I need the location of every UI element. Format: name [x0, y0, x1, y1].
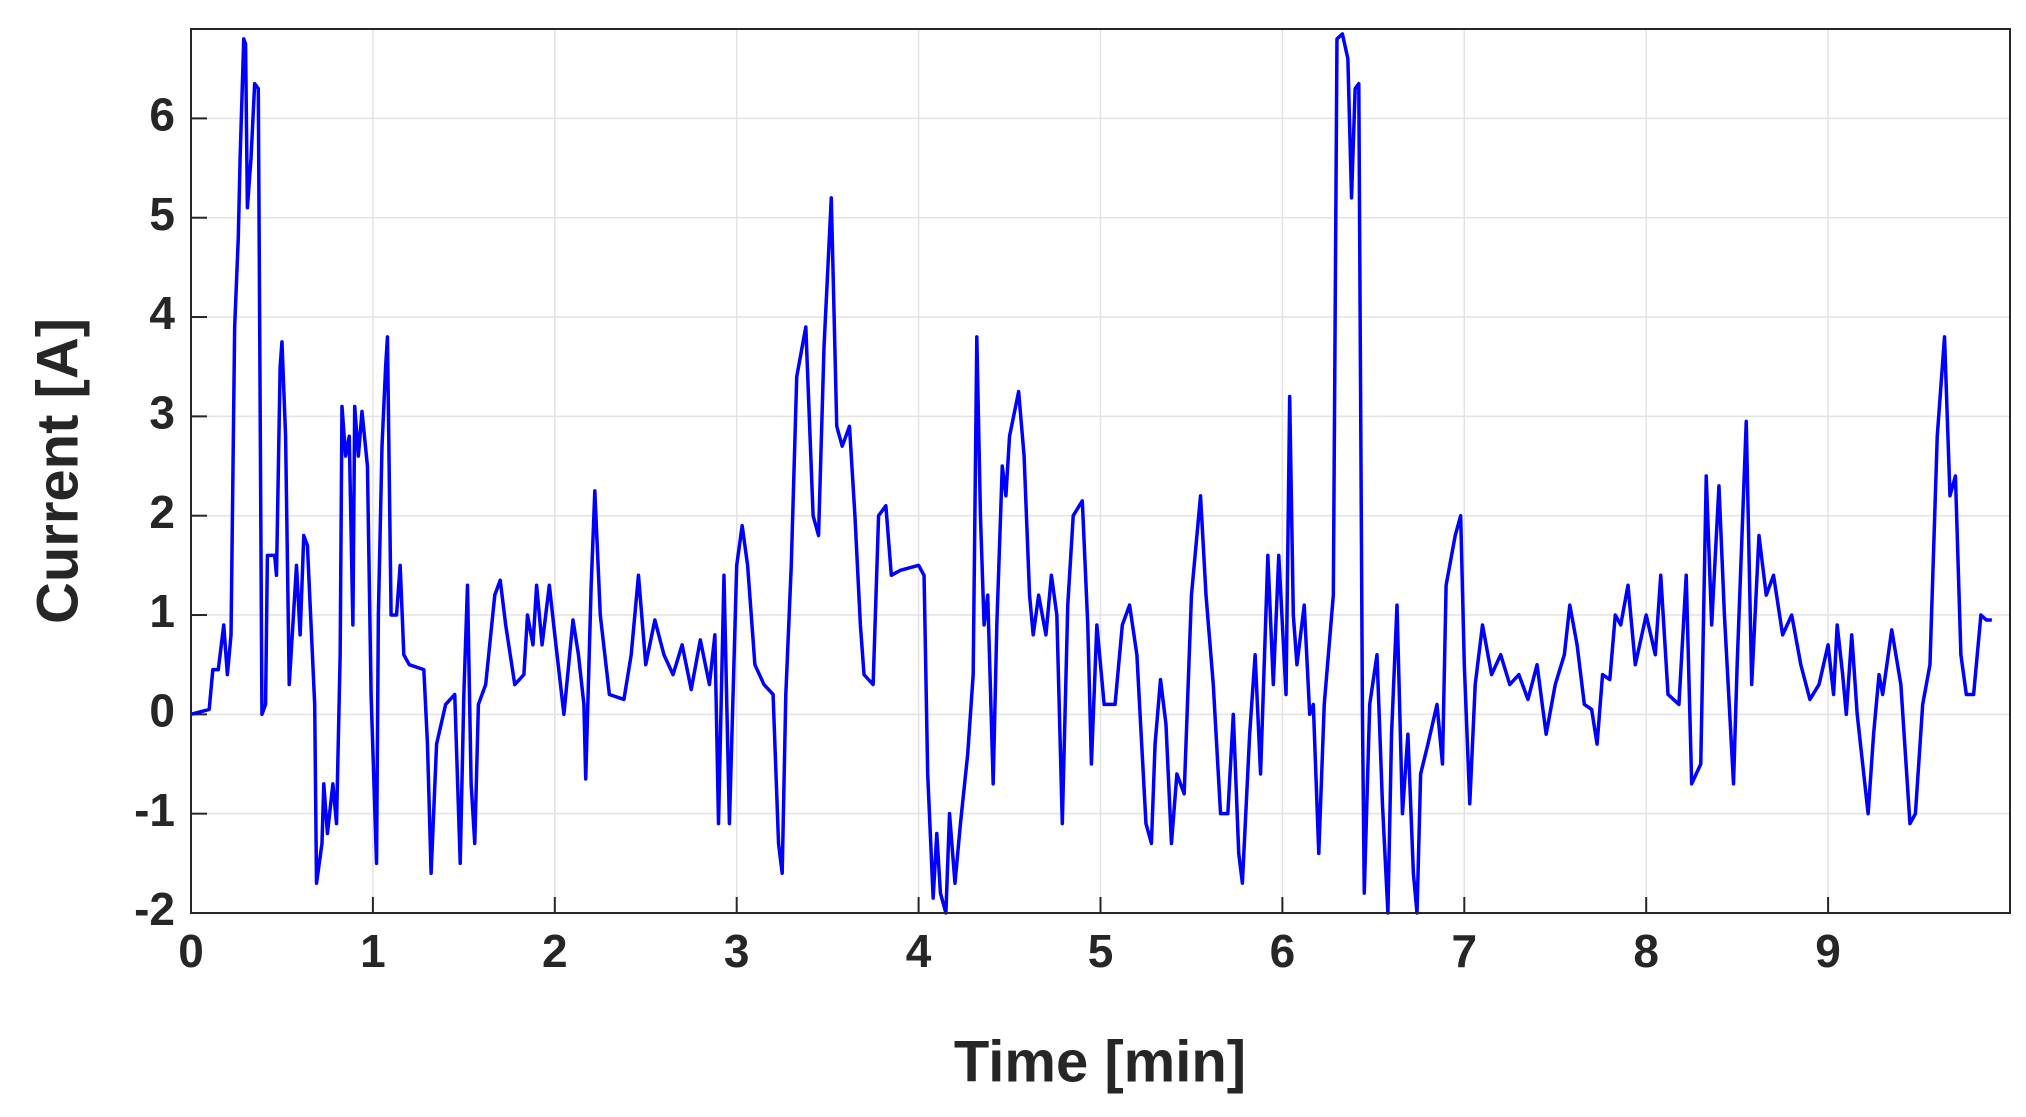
y-tick-label: 1 [149, 585, 175, 637]
y-tick-label: -1 [134, 784, 175, 836]
y-tick-label: 5 [149, 188, 175, 240]
data-line [190, 32, 1992, 915]
y-tick-label: 3 [149, 387, 175, 439]
x-tick-label: 4 [906, 925, 932, 977]
y-axis-title: Current [A] [25, 318, 90, 624]
y-tick-label: -2 [134, 883, 175, 935]
x-tick-label: 6 [1270, 925, 1296, 977]
y-tick-label: 4 [149, 287, 175, 339]
y-tick-label: 2 [149, 486, 175, 538]
x-tick-label: 7 [1452, 925, 1478, 977]
x-tick-label: 9 [1815, 925, 1841, 977]
plot-frame [190, 28, 2011, 914]
x-tick-label: 1 [360, 925, 386, 977]
y-tick-label: 6 [149, 89, 175, 141]
x-tick-label: 5 [1088, 925, 1114, 977]
x-tick-label: 0 [178, 925, 204, 977]
x-tick-label: 3 [724, 925, 750, 977]
x-tick-label: 8 [1633, 925, 1659, 977]
y-tick-label: 0 [149, 685, 175, 737]
x-tick-label: 2 [542, 925, 568, 977]
x-axis-title: Time [min] [954, 1029, 1246, 1094]
